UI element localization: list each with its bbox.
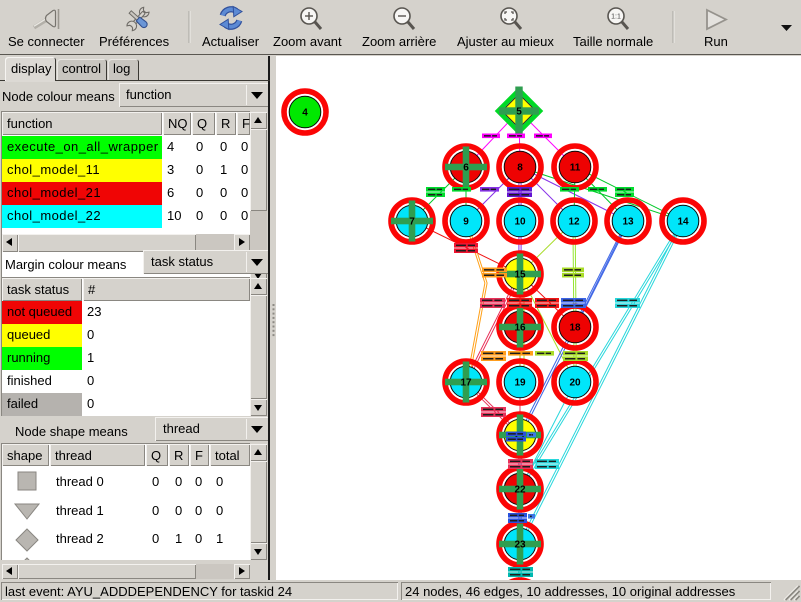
- svg-text:11: 11: [570, 163, 581, 174]
- svg-text:15: 15: [514, 270, 526, 281]
- svg-text:16: 16: [514, 323, 526, 334]
- svg-text:8: 8: [517, 163, 523, 174]
- svg-text:14: 14: [677, 217, 689, 228]
- svg-text:17: 17: [460, 378, 472, 389]
- svg-text:22: 22: [514, 485, 526, 496]
- svg-text:20: 20: [569, 378, 581, 389]
- svg-text:6: 6: [463, 163, 469, 174]
- svg-text:12: 12: [568, 217, 580, 228]
- svg-text:23: 23: [514, 540, 526, 551]
- svg-text:10: 10: [514, 217, 526, 228]
- svg-text:19: 19: [514, 378, 526, 389]
- svg-text:13: 13: [622, 217, 634, 228]
- svg-text:9: 9: [463, 217, 469, 228]
- svg-text:5: 5: [516, 107, 522, 118]
- svg-text:1:1: 1:1: [611, 14, 621, 21]
- svg-text:18: 18: [569, 323, 581, 334]
- svg-text:4: 4: [302, 108, 308, 119]
- svg-text:7: 7: [409, 217, 415, 228]
